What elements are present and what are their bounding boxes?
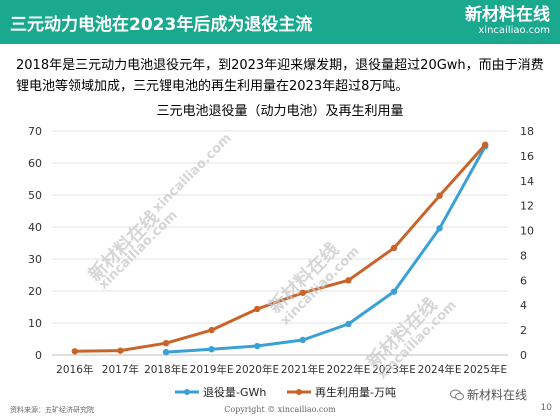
y-right-tick-label: 0 [520,349,527,362]
y-right-tick-label: 14 [520,175,534,188]
legend-label: 退役量-GWh [203,385,266,399]
y-right-tick-label: 8 [520,249,527,262]
y-left-tick-label: 40 [28,221,42,234]
y-left-tick-label: 20 [28,285,42,298]
wechat-name: 新材料在线 [467,388,528,402]
data-point [345,320,352,328]
data-point [390,244,398,252]
wechat-icon [450,389,464,401]
x-tick-label: 2020年E [235,363,279,376]
header-bar: 三元动力电池在2023年后成为退役主流 新材料在线 xincailiao.com [0,0,560,44]
y-right-tick-label: 4 [520,299,527,312]
data-point [162,339,170,347]
data-point [254,305,261,313]
y-left-tick-label: 60 [28,157,42,170]
legend-label: 再生利用量-万吨 [315,385,396,399]
y-right-tick-label: 10 [520,225,534,238]
data-point [117,347,124,354]
x-tick-label: 2019年E [190,363,234,376]
data-point [436,192,443,199]
data-point [345,277,352,284]
x-tick-label: 2022年E [326,363,370,376]
data-point [299,336,306,344]
page-title: 三元动力电池在2023年后成为退役主流 [10,15,313,35]
x-tick-label: 2023年E [372,363,416,376]
y-left-tick-label: 50 [28,189,42,202]
data-point [208,326,215,334]
source-note: 资料来源：五矿经济研究院 [10,406,94,414]
data-point [162,348,170,356]
data-point [71,348,79,355]
x-tick-label: 2021年E [281,363,325,376]
chart-title: 三元电池退役量（动力电池）及再生利用量 [156,104,404,119]
data-point [254,342,261,350]
legend-marker [296,389,302,395]
data-point [482,141,489,148]
brand-url: xincailiao.com [478,25,550,36]
legend-marker [184,389,190,395]
y-right-tick-label: 2 [520,324,527,337]
wechat-label: 新材料在线 [450,386,527,403]
copyright-note: Copyright © xincailiao.com [224,405,336,414]
brand-name: 新材料在线 [465,5,550,25]
y-right-tick-label: 18 [520,125,534,138]
x-tick-label: 2016年 [56,363,93,376]
y-left-tick-label: 70 [28,125,42,138]
y-right-tick-label: 12 [520,200,534,213]
data-point [208,346,215,353]
data-point [436,225,443,232]
y-left-tick-label: 10 [28,317,42,330]
x-tick-label: 2025年E [463,363,507,376]
brand-logo: 新材料在线 xincailiao.com [465,5,550,37]
x-tick-label: 2018年E [144,363,188,376]
x-tick-label: 2024年E [418,363,462,376]
x-tick-label: 2017年 [102,363,139,376]
data-point [390,288,398,295]
series-line [74,143,487,353]
y-left-tick-label: 30 [28,253,42,266]
y-right-tick-label: 16 [520,150,534,163]
data-point [299,289,306,296]
intro-paragraph: 2018年是三元动力电池退役元年，到2023年迎来爆发期，退役量超过20Gwh，… [16,58,544,94]
page-number: 10 [540,403,552,413]
y-right-tick-label: 6 [520,274,527,287]
y-left-tick-label: 0 [35,349,42,362]
series-line [165,145,487,354]
